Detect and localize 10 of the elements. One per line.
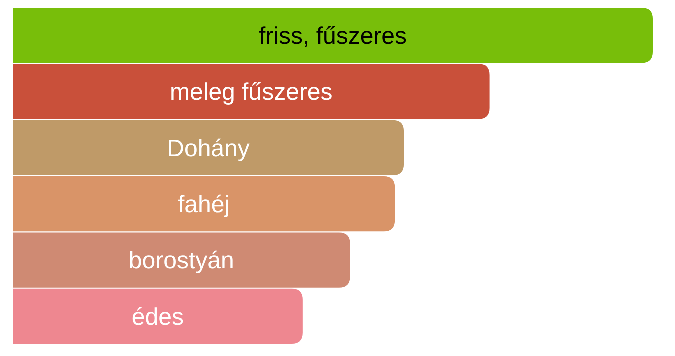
y-tick-label: Dohány: [167, 135, 250, 162]
y-tick-label: borostyán: [128, 248, 234, 275]
bar: [13, 64, 490, 120]
y-tick-label: friss, fűszeres: [258, 22, 408, 50]
y-tick-label: fahéj: [178, 191, 230, 218]
bar: [13, 120, 404, 176]
y-tick-label: meleg fűszeres: [170, 79, 333, 106]
y-tick-label: édes: [132, 304, 184, 331]
bar: [13, 288, 303, 344]
bar: [13, 8, 653, 64]
